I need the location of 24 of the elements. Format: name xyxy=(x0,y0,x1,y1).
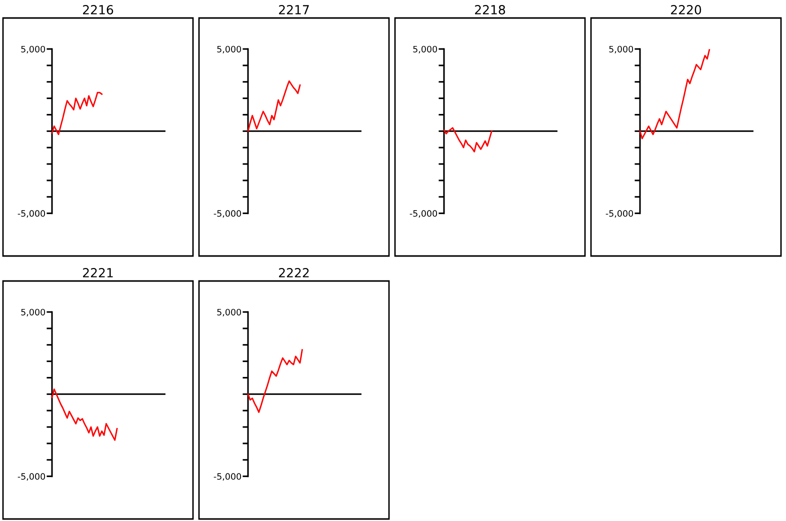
y-tick-label: 5,000 xyxy=(217,308,242,316)
chart-title: 2216 xyxy=(83,5,114,14)
y-tick-label: 5,000 xyxy=(413,46,438,54)
line-series xyxy=(51,388,118,441)
y-tick-label: 5,000 xyxy=(609,46,634,54)
y-tick-label: -5,000 xyxy=(214,473,242,481)
y-tick-label: 5,000 xyxy=(21,308,46,316)
chart-title: 2220 xyxy=(671,5,702,14)
y-tick-label: -5,000 xyxy=(606,210,634,218)
y-tick-label: -5,000 xyxy=(214,210,242,218)
chart-title: 2217 xyxy=(279,5,309,14)
line-series xyxy=(443,127,492,152)
chart-title: 2222 xyxy=(279,268,309,278)
y-tick-label: -5,000 xyxy=(18,210,46,218)
chart-title: 2221 xyxy=(83,268,113,278)
y-tick-label: 5,000 xyxy=(217,46,242,54)
chart-title: 2218 xyxy=(475,5,506,14)
line-series xyxy=(247,80,301,132)
y-tick-label: -5,000 xyxy=(18,473,46,481)
line-series xyxy=(639,49,710,140)
y-tick-label: -5,000 xyxy=(410,210,438,218)
line-series xyxy=(51,92,103,136)
y-tick-label: 5,000 xyxy=(21,46,46,54)
line-series xyxy=(247,349,303,413)
